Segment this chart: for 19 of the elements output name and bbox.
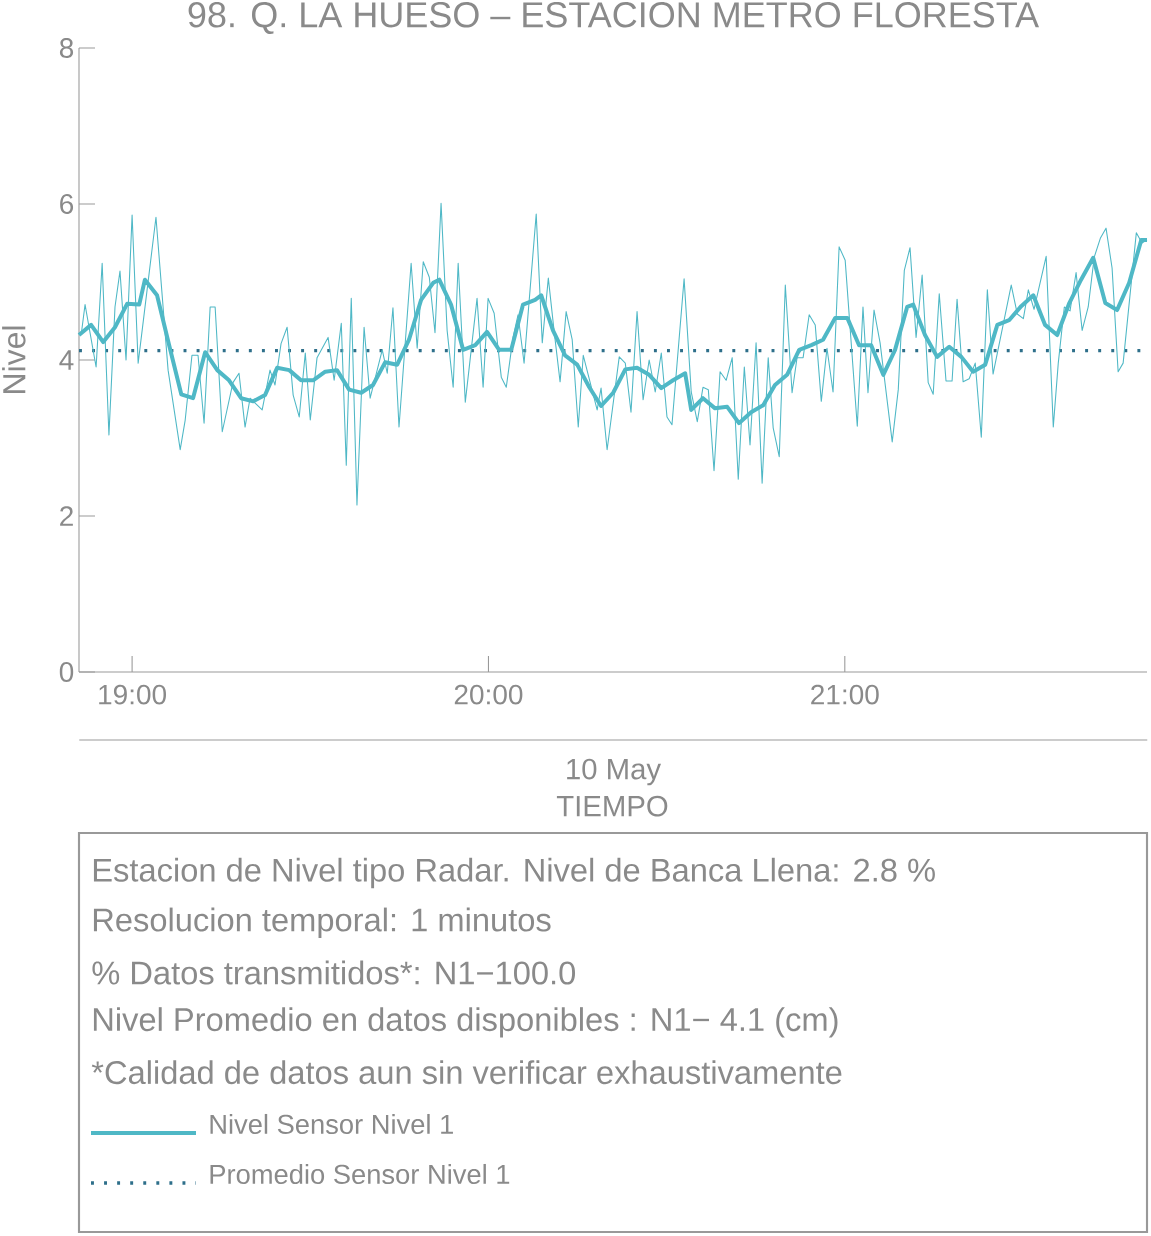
text: Resolucion temporal: 1 minutos [93, 907, 551, 939]
y-tick-label: 2 [60, 506, 73, 526]
y-tick-label: 0 [59, 662, 74, 682]
x-tick-label: 21:00 [811, 684, 879, 705]
y-tick-label: 6 [60, 194, 74, 214]
chart-title: 98. Q. LA HUESO – ESTACION METRO FLORESTA [188, 2, 1040, 34]
text: *Calidad de datos aun sin verificar exhaustivamente [91, 1060, 842, 1085]
x-tick-label: 19:00 [99, 684, 167, 705]
y-tick-label: 8 [59, 38, 74, 58]
y-tick-label: 4 [59, 350, 74, 370]
legend-label: Nivel Sensor Nivel 1 [210, 1113, 453, 1135]
y-axis-title: Nivel [2, 326, 26, 393]
text: Estacion de Nivel tipo Radar. Nivel de Banca Llena: 2.8 % [93, 857, 935, 889]
text: 10 May [567, 758, 662, 786]
legend-label: Promedio Sensor Nivel 1 [210, 1163, 510, 1185]
text: % Datos transmitidos*: N1−100.0 [92, 960, 576, 985]
x-axis-title: TIEMPO [556, 795, 668, 817]
x-tick-label: 20:00 [454, 684, 523, 705]
text: Nivel Promedio en datos disponibles : N1− 4.1 (cm) [93, 1007, 838, 1038]
